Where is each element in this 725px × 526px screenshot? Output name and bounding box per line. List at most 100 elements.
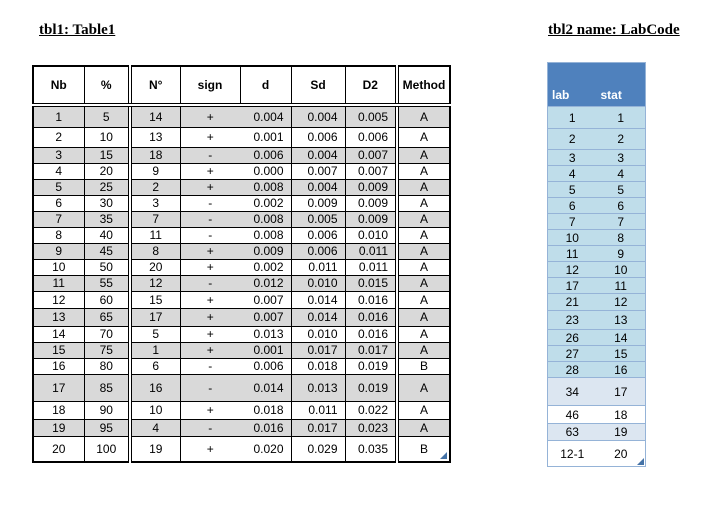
cell-pct[interactable]: 70 bbox=[83, 325, 131, 343]
cell-no[interactable]: 9 bbox=[128, 162, 181, 180]
cell-d[interactable]: 0.006 bbox=[240, 357, 292, 375]
cell-d2[interactable]: 0.015 bbox=[344, 274, 398, 292]
cell-stat[interactable]: 5 bbox=[596, 181, 646, 198]
cell-sd[interactable]: 0.014 bbox=[290, 290, 346, 309]
col-header-method[interactable]: Method bbox=[395, 65, 451, 107]
cell-sign[interactable]: + bbox=[179, 104, 240, 128]
cell-d2[interactable]: 0.009 bbox=[344, 194, 398, 212]
col-header-nb[interactable]: Nb bbox=[32, 65, 85, 107]
cell-no[interactable]: 20 bbox=[128, 258, 181, 276]
cell-no[interactable]: 19 bbox=[128, 435, 181, 463]
cell-nb[interactable]: 4 bbox=[32, 162, 85, 180]
cell-d2[interactable]: 0.019 bbox=[344, 357, 398, 375]
cell-d[interactable]: 0.020 bbox=[240, 435, 292, 463]
col-header-stat[interactable]: stat bbox=[596, 62, 646, 107]
col-header-pct[interactable]: % bbox=[83, 65, 131, 107]
cell-stat[interactable]: 2 bbox=[596, 128, 646, 150]
cell-d[interactable]: 0.013 bbox=[240, 325, 292, 343]
cell-nb[interactable]: 18 bbox=[32, 400, 85, 420]
cell-d2[interactable]: 0.005 bbox=[344, 104, 398, 128]
cell-lab[interactable]: 26 bbox=[547, 329, 597, 346]
cell-stat[interactable]: 19 bbox=[596, 423, 646, 441]
cell-sd[interactable]: 0.004 bbox=[290, 104, 346, 128]
cell-pct[interactable]: 55 bbox=[83, 274, 131, 292]
cell-no[interactable]: 18 bbox=[128, 146, 181, 164]
cell-stat[interactable]: 11 bbox=[596, 277, 646, 294]
cell-nb[interactable]: 1 bbox=[32, 104, 85, 128]
cell-d2[interactable]: 0.007 bbox=[344, 146, 398, 164]
cell-no[interactable]: 2 bbox=[128, 178, 181, 196]
cell-method[interactable]: A bbox=[395, 126, 451, 148]
cell-method[interactable]: A bbox=[395, 418, 451, 437]
cell-lab[interactable]: 23 bbox=[547, 310, 597, 330]
cell-d[interactable]: 0.007 bbox=[240, 290, 292, 309]
cell-sign[interactable]: - bbox=[179, 357, 240, 375]
cell-method[interactable]: A bbox=[395, 400, 451, 420]
cell-lab[interactable]: 34 bbox=[547, 377, 597, 406]
cell-no[interactable]: 16 bbox=[128, 373, 181, 402]
cell-nb[interactable]: 9 bbox=[32, 242, 85, 260]
cell-lab[interactable]: 10 bbox=[547, 229, 597, 246]
cell-d[interactable]: 0.008 bbox=[240, 210, 292, 228]
cell-method[interactable]: A bbox=[395, 258, 451, 276]
cell-nb[interactable]: 16 bbox=[32, 357, 85, 375]
cell-sign[interactable]: - bbox=[179, 274, 240, 292]
cell-no[interactable]: 6 bbox=[128, 357, 181, 375]
cell-stat[interactable]: 16 bbox=[596, 361, 646, 378]
cell-stat[interactable]: 8 bbox=[596, 229, 646, 246]
cell-pct[interactable]: 10 bbox=[83, 126, 131, 148]
cell-d[interactable]: 0.001 bbox=[240, 126, 292, 148]
cell-pct[interactable]: 50 bbox=[83, 258, 131, 276]
cell-sign[interactable]: + bbox=[179, 325, 240, 343]
cell-stat[interactable]: 7 bbox=[596, 213, 646, 230]
table1-resize-handle-icon[interactable] bbox=[440, 452, 447, 459]
cell-pct[interactable]: 95 bbox=[83, 418, 131, 437]
cell-sd[interactable]: 0.014 bbox=[290, 307, 346, 327]
cell-lab[interactable]: 46 bbox=[547, 405, 597, 424]
cell-sign[interactable]: + bbox=[179, 162, 240, 180]
cell-stat[interactable]: 18 bbox=[596, 405, 646, 424]
col-header-sign[interactable]: sign bbox=[179, 65, 241, 107]
cell-d[interactable]: 0.006 bbox=[240, 146, 292, 164]
cell-d2[interactable]: 0.011 bbox=[344, 242, 398, 260]
cell-method[interactable]: A bbox=[395, 341, 451, 359]
cell-method[interactable]: A bbox=[395, 194, 451, 212]
cell-sign[interactable]: + bbox=[179, 435, 240, 463]
col-header-d[interactable]: d bbox=[239, 65, 292, 107]
cell-lab[interactable]: 7 bbox=[547, 213, 597, 230]
cell-d2[interactable]: 0.023 bbox=[344, 418, 398, 437]
cell-d2[interactable]: 0.009 bbox=[344, 210, 398, 228]
cell-nb[interactable]: 6 bbox=[32, 194, 85, 212]
cell-d[interactable]: 0.000 bbox=[240, 162, 292, 180]
cell-nb[interactable]: 19 bbox=[32, 418, 85, 437]
cell-sign[interactable]: + bbox=[179, 400, 240, 420]
cell-d[interactable]: 0.014 bbox=[240, 373, 292, 402]
cell-pct[interactable]: 85 bbox=[83, 373, 131, 402]
cell-sd[interactable]: 0.005 bbox=[290, 210, 346, 228]
cell-d[interactable]: 0.008 bbox=[240, 178, 292, 196]
cell-method[interactable]: A bbox=[395, 290, 451, 309]
cell-pct[interactable]: 30 bbox=[83, 194, 131, 212]
cell-lab[interactable]: 11 bbox=[547, 245, 597, 262]
cell-sign[interactable]: - bbox=[179, 146, 240, 164]
cell-lab[interactable]: 2 bbox=[547, 128, 597, 150]
cell-pct[interactable]: 90 bbox=[83, 400, 131, 420]
cell-pct[interactable]: 80 bbox=[83, 357, 131, 375]
cell-nb[interactable]: 3 bbox=[32, 146, 85, 164]
cell-no[interactable]: 1 bbox=[128, 341, 181, 359]
cell-lab[interactable]: 1 bbox=[547, 106, 597, 129]
cell-lab[interactable]: 63 bbox=[547, 423, 597, 441]
cell-method[interactable]: A bbox=[395, 210, 451, 228]
cell-d2[interactable]: 0.007 bbox=[344, 162, 398, 180]
cell-nb[interactable]: 7 bbox=[32, 210, 85, 228]
cell-d[interactable]: 0.009 bbox=[240, 242, 292, 260]
cell-pct[interactable]: 20 bbox=[83, 162, 131, 180]
cell-no[interactable]: 7 bbox=[128, 210, 181, 228]
cell-d[interactable]: 0.001 bbox=[240, 341, 292, 359]
cell-d2[interactable]: 0.022 bbox=[344, 400, 398, 420]
cell-stat[interactable]: 10 bbox=[596, 261, 646, 278]
cell-d2[interactable]: 0.035 bbox=[344, 435, 398, 463]
cell-sign[interactable]: + bbox=[179, 307, 240, 327]
cell-lab[interactable]: 12-1 bbox=[547, 440, 597, 467]
table2-resize-handle-icon[interactable] bbox=[637, 458, 644, 465]
